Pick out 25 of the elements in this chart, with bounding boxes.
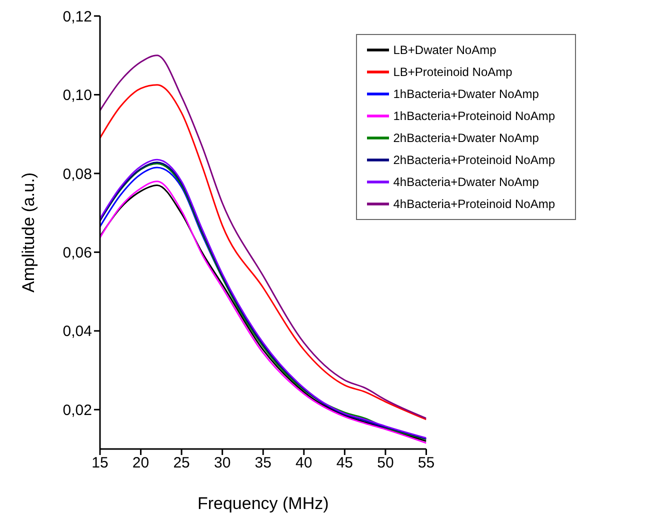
y-axis-title: Amplitude (a.u.) xyxy=(19,172,38,292)
x-tick-label: 25 xyxy=(173,454,190,472)
y-tick-label: 0,06 xyxy=(62,244,92,262)
y-tick-label: 0,12 xyxy=(62,8,92,26)
y-tick-label: 0,08 xyxy=(62,166,92,183)
x-tick-label: 55 xyxy=(418,454,435,472)
x-tick-label: 20 xyxy=(132,454,150,472)
legend-label: 4hBacteria+Proteinoid NoAmp xyxy=(393,197,555,212)
x-tick-label: 40 xyxy=(296,454,312,472)
legend-label: 2hBacteria+Proteinoid NoAmp xyxy=(393,153,555,168)
y-tick-label: 0,10 xyxy=(62,87,92,104)
x-tick-label: 45 xyxy=(336,454,354,472)
x-tick-label: 35 xyxy=(254,454,272,472)
legend-label: LB+Dwater NoAmp xyxy=(393,43,496,58)
legend-label: 2hBacteria+Dwater NoAmp xyxy=(393,131,539,146)
legend-label: 4hBacteria+Dwater NoAmp xyxy=(393,175,539,190)
x-axis-title: Frequency (MHz) xyxy=(197,494,329,514)
x-tick-label: 15 xyxy=(92,454,108,472)
legend-label: 1hBacteria+Proteinoid NoAmp xyxy=(393,109,555,124)
x-tick-label: 30 xyxy=(214,454,231,472)
y-tick-label: 0,02 xyxy=(62,402,92,419)
y-tick-label: 0,04 xyxy=(62,323,92,340)
x-tick-label: 50 xyxy=(377,454,394,472)
legend-label: LB+Proteinoid NoAmp xyxy=(393,65,512,80)
legend-label: 1hBacteria+Dwater NoAmp xyxy=(393,87,539,102)
